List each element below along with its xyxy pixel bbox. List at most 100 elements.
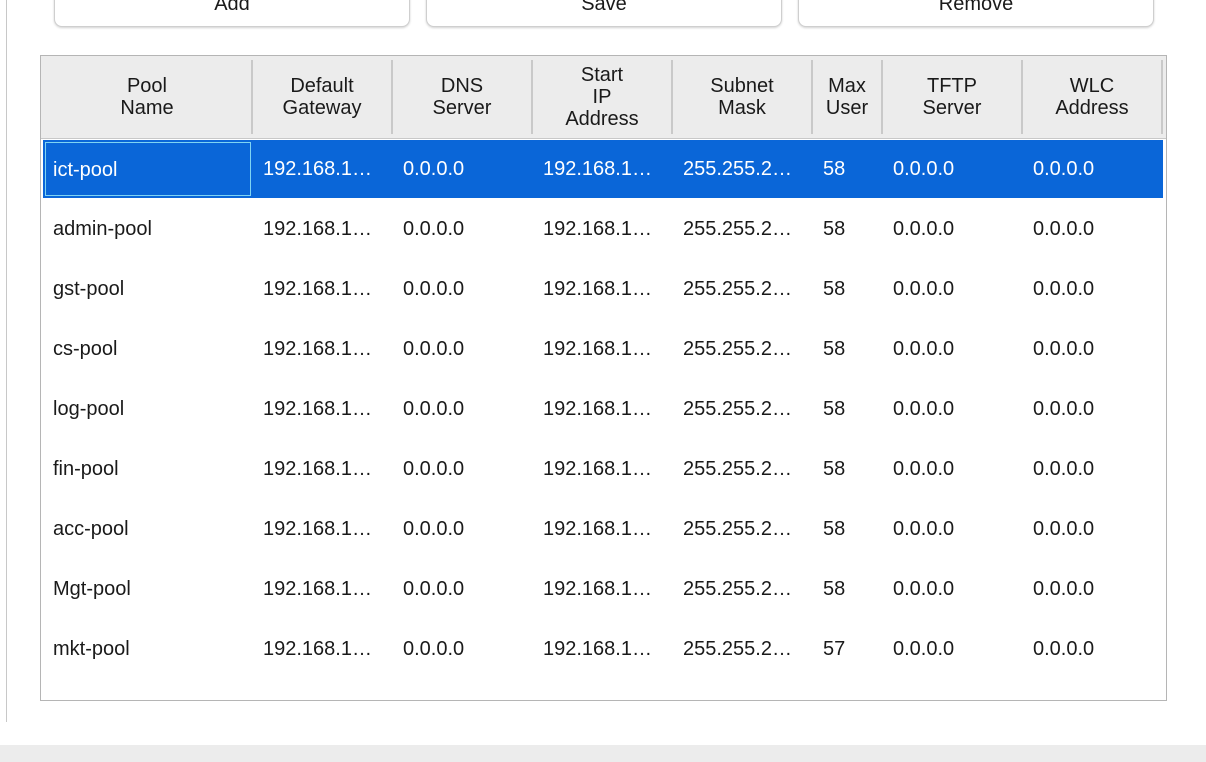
save-button[interactable]: Save (426, 0, 782, 27)
cell-pool-name[interactable]: acc-pool (53, 518, 129, 540)
cell-tftp-server[interactable]: 0.0.0.0 (893, 578, 955, 600)
table-row[interactable]: log-pool 192.168.1… 0.0.0.0 192.168.1… 255.2… (43, 380, 1163, 438)
cell-tftp-server[interactable]: 0.0.0.0 (893, 518, 955, 540)
table-row[interactable]: fin-pool 192.168.1… 0.0.0.0 192.168.1… 255.2… (43, 440, 1163, 498)
cell-dns-server[interactable]: 0.0.0.0 (403, 278, 465, 300)
cell-subnet-mask[interactable]: 255.255.2… (683, 578, 792, 600)
cell-default-gateway[interactable]: 192.168.1… (263, 398, 372, 420)
cell-max-user[interactable]: 58 (823, 680, 879, 700)
cell-start-ip-address[interactable]: 192.168.1… (543, 638, 652, 660)
cell-dns-server[interactable]: 0.0.0.0 (403, 638, 465, 660)
cell-subnet-mask[interactable]: 255.255.2… (683, 278, 792, 300)
cell-wlc-address[interactable]: 0.0.0.0 (1033, 680, 1157, 700)
cell-pool-name[interactable]: log-pool (53, 398, 125, 420)
column-header-max-user[interactable]: Max User (813, 60, 883, 134)
cell-dns-server[interactable]: 0.0.0.0 (403, 338, 465, 360)
cell-tftp-server[interactable]: 0.0.0.0 (893, 398, 955, 420)
cell-pool-name[interactable] (53, 680, 249, 700)
add-button[interactable]: Add (54, 0, 410, 27)
cell-tftp-server[interactable]: 0.0.0.0 (893, 458, 955, 480)
cell-wlc-address[interactable]: 0.0.0.0 (1033, 338, 1095, 360)
cell-default-gateway[interactable]: 192.168.1… (263, 578, 372, 600)
cell-tftp-server[interactable]: 0.0.0.0 (893, 278, 955, 300)
cell-default-gateway[interactable]: 192.168.1… (263, 518, 372, 540)
table-row[interactable]: mkt-pool 192.168.1… 0.0.0.0 192.168.1… 255.2… (43, 620, 1163, 678)
cell-tftp-server[interactable]: 0.0.0.0 (893, 680, 1017, 700)
cell-default-gateway[interactable]: 192.168.1… (263, 680, 387, 700)
remove-button[interactable]: Remove (798, 0, 1154, 27)
cell-max-user[interactable]: 58 (823, 158, 846, 180)
cell-max-user[interactable]: 58 (823, 398, 846, 420)
table-row[interactable]: 192.168.1… 0.0.0.0 192.168.1… 255.255.2… 58 0… (43, 680, 1163, 700)
cell-default-gateway[interactable]: 192.168.1… (263, 458, 372, 480)
cell-tftp-server[interactable]: 0.0.0.0 (893, 638, 955, 660)
cell-dns-server[interactable]: 0.0.0.0 (403, 578, 465, 600)
table-row[interactable]: gst-pool 192.168.1… 0.0.0.0 192.168.1… 255.2… (43, 260, 1163, 318)
cell-wlc-address[interactable]: 0.0.0.0 (1033, 398, 1095, 420)
cell-pool-name[interactable]: cs-pool (53, 338, 118, 360)
cell-default-gateway[interactable]: 192.168.1… (263, 338, 372, 360)
cell-max-user[interactable]: 57 (823, 638, 846, 660)
cell-wlc-address[interactable]: 0.0.0.0 (1033, 638, 1095, 660)
table-row[interactable]: admin-pool 192.168.1… 0.0.0.0 192.168.1… 255… (43, 200, 1163, 258)
cell-dns-server[interactable]: 0.0.0.0 (403, 398, 465, 420)
column-header-tftp-server[interactable]: TFTP Server (883, 60, 1023, 134)
dhcp-pool-table[interactable]: Pool Name Default Gateway DNS Server Sta… (40, 55, 1167, 701)
cell-dns-server[interactable]: 0.0.0.0 (403, 218, 465, 240)
column-header-pool-name[interactable]: Pool Name (43, 60, 253, 134)
cell-subnet-mask[interactable]: 255.255.2… (683, 338, 792, 360)
cell-wlc-address[interactable]: 0.0.0.0 (1033, 578, 1095, 600)
cell-tftp-server[interactable]: 0.0.0.0 (893, 158, 955, 180)
cell-default-gateway[interactable]: 192.168.1… (263, 218, 372, 240)
cell-subnet-mask[interactable]: 255.255.2… (683, 218, 792, 240)
cell-wlc-address[interactable]: 0.0.0.0 (1033, 218, 1095, 240)
table-row[interactable]: cs-pool 192.168.1… 0.0.0.0 192.168.1… 255.25… (43, 320, 1163, 378)
column-header-subnet-mask[interactable]: Subnet Mask (673, 60, 813, 134)
cell-wlc-address[interactable]: 0.0.0.0 (1033, 518, 1095, 540)
cell-dns-server[interactable]: 0.0.0.0 (403, 158, 465, 180)
cell-dns-server[interactable]: 0.0.0.0 (403, 680, 527, 700)
cell-wlc-address[interactable]: 0.0.0.0 (1033, 278, 1095, 300)
table-row[interactable]: Mgt-pool 192.168.1… 0.0.0.0 192.168.1… 255.2… (43, 560, 1163, 618)
cell-default-gateway[interactable]: 192.168.1… (263, 278, 372, 300)
cell-tftp-server[interactable]: 0.0.0.0 (893, 338, 955, 360)
cell-pool-name[interactable]: Mgt-pool (53, 578, 131, 600)
cell-start-ip-address[interactable]: 192.168.1… (543, 158, 652, 180)
cell-max-user[interactable]: 58 (823, 518, 846, 540)
cell-subnet-mask[interactable]: 255.255.2… (683, 158, 792, 180)
cell-pool-name[interactable]: admin-pool (53, 218, 152, 240)
cell-start-ip-address[interactable]: 192.168.1… (543, 518, 652, 540)
column-header-start-ip-address[interactable]: Start IP Address (533, 60, 673, 134)
cell-max-user[interactable]: 58 (823, 458, 846, 480)
cell-subnet-mask[interactable]: 255.255.2… (683, 638, 792, 660)
cell-pool-name[interactable]: gst-pool (53, 278, 125, 300)
column-header-dns-server[interactable]: DNS Server (393, 60, 533, 134)
cell-max-user[interactable]: 58 (823, 218, 846, 240)
cell-subnet-mask[interactable]: 255.255.2… (683, 680, 807, 700)
cell-wlc-address[interactable]: 0.0.0.0 (1033, 158, 1095, 180)
cell-dns-server[interactable]: 0.0.0.0 (403, 458, 465, 480)
cell-start-ip-address[interactable]: 192.168.1… (543, 218, 652, 240)
cell-max-user[interactable]: 58 (823, 578, 846, 600)
cell-start-ip-address[interactable]: 192.168.1… (543, 680, 667, 700)
table-row[interactable]: acc-pool 192.168.1… 0.0.0.0 192.168.1… 255.2… (43, 500, 1163, 558)
cell-max-user[interactable]: 58 (823, 338, 846, 360)
cell-pool-name[interactable]: fin-pool (53, 458, 119, 480)
cell-max-user[interactable]: 58 (823, 278, 846, 300)
cell-dns-server[interactable]: 0.0.0.0 (403, 518, 465, 540)
cell-subnet-mask[interactable]: 255.255.2… (683, 518, 792, 540)
cell-start-ip-address[interactable]: 192.168.1… (543, 458, 652, 480)
cell-start-ip-address[interactable]: 192.168.1… (543, 578, 652, 600)
cell-default-gateway[interactable]: 192.168.1… (263, 158, 372, 180)
cell-start-ip-address[interactable]: 192.168.1… (543, 338, 652, 360)
column-header-default-gateway[interactable]: Default Gateway (253, 60, 393, 134)
cell-default-gateway[interactable]: 192.168.1… (263, 638, 372, 660)
cell-pool-name[interactable]: mkt-pool (53, 638, 130, 660)
table-row[interactable]: ict-pool 192.168.1… 0.0.0.0 192.168.1… 255.2… (43, 140, 1163, 198)
cell-wlc-address[interactable]: 0.0.0.0 (1033, 458, 1095, 480)
cell-subnet-mask[interactable]: 255.255.2… (683, 458, 792, 480)
cell-start-ip-address[interactable]: 192.168.1… (543, 278, 652, 300)
column-header-wlc-address[interactable]: WLC Address (1023, 60, 1163, 134)
cell-pool-name[interactable]: ict-pool (45, 142, 251, 196)
cell-tftp-server[interactable]: 0.0.0.0 (893, 218, 955, 240)
